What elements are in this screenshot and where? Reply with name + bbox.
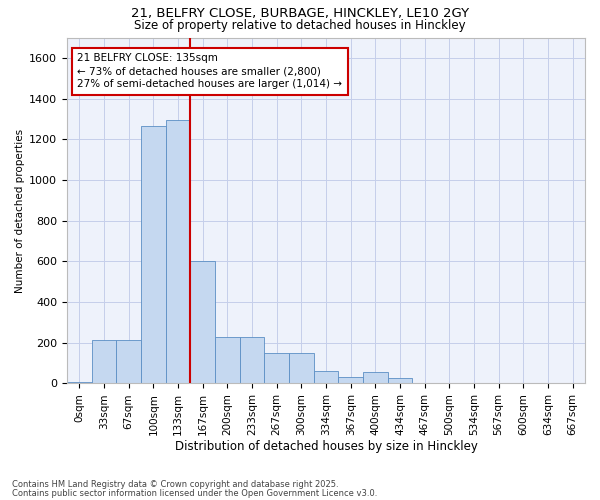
Bar (363, 372, 388, 384)
Bar (166, 120, 190, 384)
Text: 21 BELFRY CLOSE: 135sqm
← 73% of detached houses are smaller (2,800)
27% of semi: 21 BELFRY CLOSE: 135sqm ← 73% of detache… (77, 53, 343, 90)
Bar (67, 382, 92, 384)
Bar (338, 378, 363, 384)
Bar (92, 340, 116, 384)
Bar (239, 336, 265, 384)
Bar (289, 353, 314, 384)
Bar (388, 378, 412, 384)
Bar (190, 262, 215, 384)
Bar (215, 336, 239, 384)
Text: Contains public sector information licensed under the Open Government Licence v3: Contains public sector information licen… (12, 488, 377, 498)
Bar (116, 340, 141, 384)
X-axis label: Distribution of detached houses by size in Hinckley: Distribution of detached houses by size … (175, 440, 478, 452)
Text: 21, BELFRY CLOSE, BURBAGE, HINCKLEY, LE10 2GY: 21, BELFRY CLOSE, BURBAGE, HINCKLEY, LE1… (131, 8, 469, 20)
Bar (141, 126, 166, 384)
Text: Size of property relative to detached houses in Hinckley: Size of property relative to detached ho… (134, 19, 466, 32)
Bar (265, 353, 289, 384)
Y-axis label: Number of detached properties: Number of detached properties (15, 128, 25, 292)
Bar (314, 372, 338, 384)
Text: Contains HM Land Registry data © Crown copyright and database right 2025.: Contains HM Land Registry data © Crown c… (12, 480, 338, 489)
